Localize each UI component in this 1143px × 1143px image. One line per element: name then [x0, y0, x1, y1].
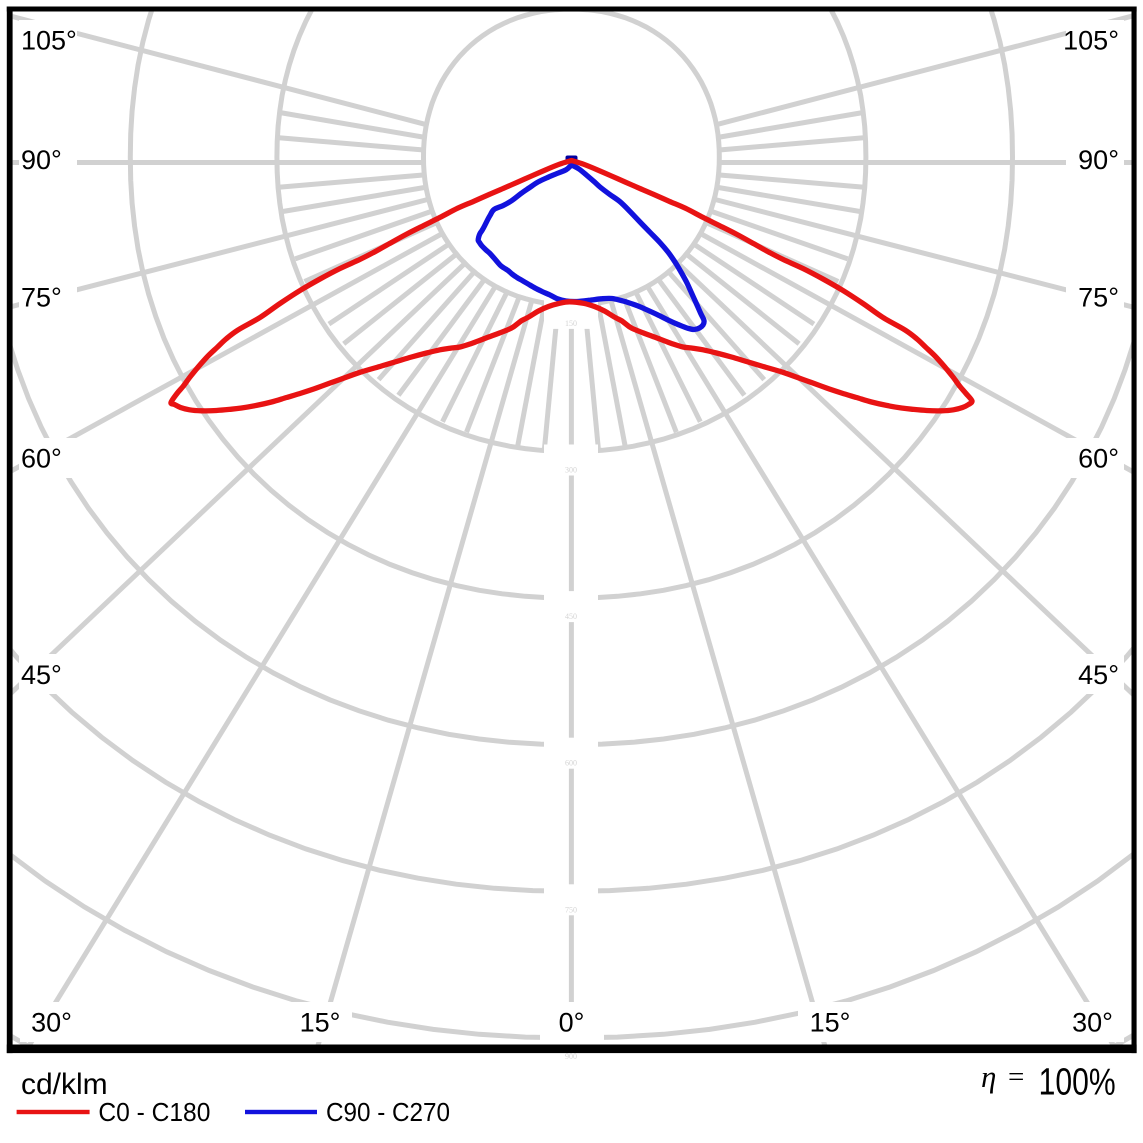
- svg-text:105°: 105°: [21, 26, 77, 56]
- svg-text:75°: 75°: [21, 283, 62, 313]
- svg-text:750: 750: [565, 905, 577, 914]
- svg-text:0°: 0°: [559, 1008, 585, 1038]
- svg-text:45°: 45°: [1078, 660, 1119, 690]
- svg-text:15°: 15°: [300, 1008, 341, 1038]
- svg-text:C0 - C180: C0 - C180: [98, 1097, 210, 1127]
- svg-text:75°: 75°: [1078, 283, 1119, 313]
- svg-text:60°: 60°: [1078, 444, 1119, 474]
- svg-text:45°: 45°: [21, 660, 62, 690]
- svg-text:600: 600: [565, 759, 577, 768]
- svg-text:15°: 15°: [810, 1008, 851, 1038]
- svg-text:η: η: [981, 1059, 996, 1094]
- svg-text:105°: 105°: [1063, 26, 1119, 56]
- svg-text:30°: 30°: [1072, 1008, 1113, 1038]
- svg-text:90°: 90°: [21, 145, 62, 175]
- svg-text:90°: 90°: [1078, 145, 1119, 175]
- svg-text:30°: 30°: [31, 1008, 72, 1038]
- svg-text:300: 300: [565, 466, 577, 475]
- svg-text:900: 900: [565, 1052, 577, 1061]
- svg-text:cd/klm: cd/klm: [21, 1068, 108, 1101]
- svg-text:C90 - C270: C90 - C270: [326, 1097, 450, 1127]
- svg-text:150: 150: [565, 319, 577, 328]
- svg-text:=: =: [1008, 1061, 1024, 1093]
- svg-text:100%: 100%: [1039, 1062, 1116, 1104]
- svg-text:450: 450: [565, 612, 577, 621]
- svg-text:60°: 60°: [21, 444, 62, 474]
